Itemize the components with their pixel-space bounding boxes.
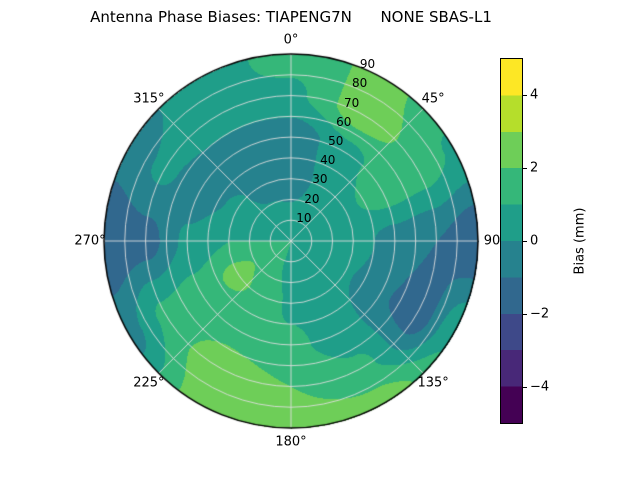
angular-tick-label: 315° (133, 91, 165, 107)
colorbar-tick (523, 94, 527, 96)
angular-tick-label: 225° (133, 375, 165, 391)
radial-tick-label: 30 (312, 172, 328, 187)
radial-tick-label: 70 (344, 95, 360, 110)
radial-tick-label: 40 (320, 153, 336, 168)
angular-tick-label: 0° (283, 32, 299, 48)
angular-tick-label: 135° (417, 375, 449, 391)
colorbar-tick-label: 4 (530, 87, 539, 103)
colorbar (500, 58, 523, 424)
colorbar-tick-label: −4 (530, 379, 550, 395)
radial-tick-label: 20 (304, 191, 320, 206)
radial-tick-label: 50 (328, 134, 344, 149)
colorbar-tick (523, 314, 527, 316)
radial-tick-label: 80 (351, 76, 368, 91)
angular-tick-label: 270° (74, 233, 106, 249)
colorbar-tick (523, 167, 527, 169)
colorbar-axis-label: Bias (mm) (572, 207, 588, 275)
radial-tick-label: 60 (336, 114, 352, 129)
colorbar-tick-label: 2 (530, 160, 539, 176)
colorbar-tick (523, 241, 527, 242)
angular-tick-label: 90 (483, 233, 501, 249)
colorbar-tick-label: −2 (530, 306, 550, 322)
radial-tick-label: 10 (296, 210, 312, 225)
radial-tick-label: 90 (359, 57, 376, 72)
colorbar-tick-label: 0 (530, 233, 539, 249)
angular-tick-label: 45° (421, 91, 445, 107)
colorbar-tick (523, 387, 527, 389)
angular-tick-label: 180° (275, 434, 307, 450)
